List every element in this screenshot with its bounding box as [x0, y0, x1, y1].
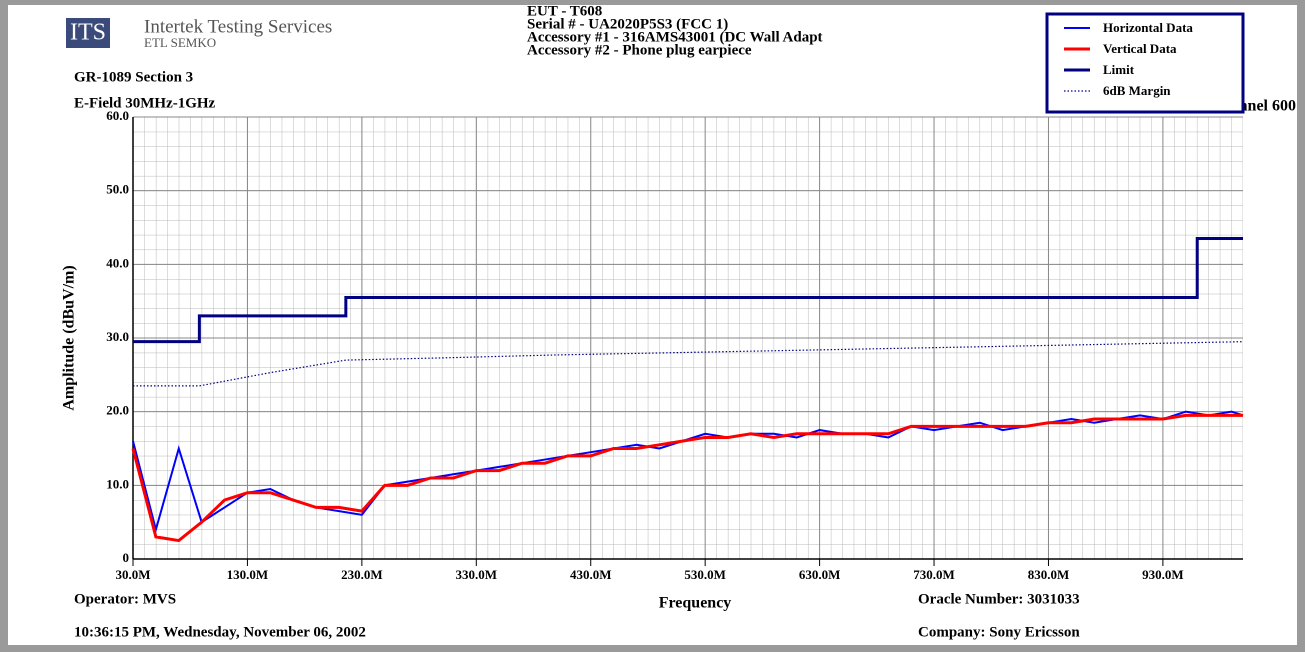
legend-label: 6dB Margin: [1103, 83, 1171, 98]
x-tick-label: 430.0M: [570, 567, 612, 582]
operator: Operator: MVS: [74, 591, 176, 607]
legend-label: Horizontal Data: [1103, 20, 1193, 35]
x-tick-label: 230.0M: [341, 567, 383, 582]
y-tick-label: 50.0: [106, 182, 129, 197]
x-tick-label: 630.0M: [799, 567, 841, 582]
series-line: [133, 237, 1243, 344]
eut-line: Serial # - UA2020P5S3 (FCC 1): [527, 16, 728, 32]
logo: ITS: [70, 20, 106, 46]
legend-box: [1045, 12, 1245, 114]
y-tick-label: 40.0: [106, 255, 129, 270]
eut-line: Accessory #2 - Phone plug earpiece: [527, 42, 752, 58]
x-tick-label: 130.0M: [227, 567, 269, 582]
y-tick-label: 10.0: [106, 476, 129, 491]
x-tick-label: 730.0M: [913, 567, 955, 582]
x-tick-label: 330.0M: [456, 567, 498, 582]
eut-line: Accessory #1 - 316AMS43001 (DC Wall Adap…: [527, 29, 823, 45]
x-tick-label: 930.0M: [1142, 567, 1184, 582]
x-tick-label: 30.0M: [115, 567, 150, 582]
legend-label: Vertical Data: [1103, 41, 1177, 56]
y-tick-label: 30.0: [106, 329, 129, 344]
division: ETL SEMKO: [144, 35, 216, 50]
series-line: [131, 413, 1243, 543]
y-tick-label: 20.0: [106, 403, 129, 418]
x-axis-label: Frequency: [659, 595, 732, 612]
spec: GR-1089 Section 3: [74, 69, 193, 85]
series-line: [133, 341, 1244, 387]
company: Intertek Testing Services: [144, 16, 332, 37]
oracle: Oracle Number: 3031033: [918, 591, 1080, 607]
test: E-Field 30MHz-1GHz: [74, 95, 216, 111]
y-tick-label: 60.0: [106, 108, 129, 123]
eut-line: EUT - T608: [527, 3, 602, 19]
legend-label: Limit: [1103, 62, 1135, 77]
y-tick-label: 0: [123, 550, 130, 565]
x-tick-label: 830.0M: [1028, 567, 1070, 582]
y-axis-label: Amplitude (dBuV/m): [61, 265, 78, 410]
timestamp: 10:36:15 PM, Wednesday, November 06, 200…: [74, 624, 366, 640]
company-footer: Company: Sony Ericsson: [918, 624, 1080, 640]
logo-box: [66, 18, 110, 48]
x-tick-label: 530.0M: [684, 567, 726, 582]
